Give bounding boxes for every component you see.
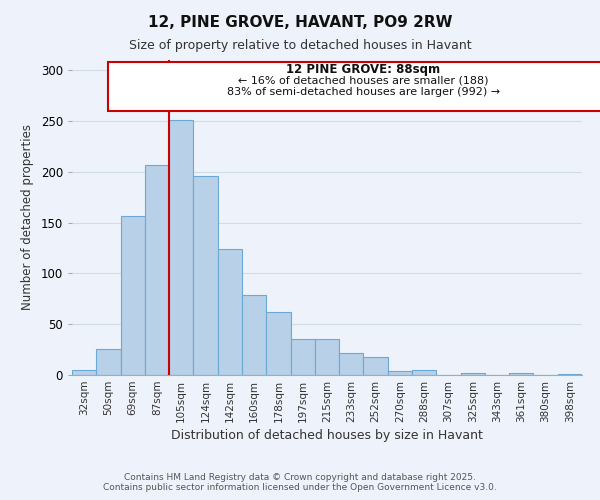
Bar xyxy=(388,371,412,375)
Bar xyxy=(266,312,290,375)
Bar xyxy=(218,249,242,375)
Bar xyxy=(242,294,266,375)
Text: 12 PINE GROVE: 88sqm: 12 PINE GROVE: 88sqm xyxy=(286,63,440,76)
Text: Contains HM Land Registry data © Crown copyright and database right 2025.: Contains HM Land Registry data © Crown c… xyxy=(124,474,476,482)
Text: Size of property relative to detached houses in Havant: Size of property relative to detached ho… xyxy=(128,38,472,52)
Bar xyxy=(364,356,388,375)
X-axis label: Distribution of detached houses by size in Havant: Distribution of detached houses by size … xyxy=(171,429,483,442)
Bar xyxy=(412,370,436,375)
Bar xyxy=(121,216,145,375)
Bar xyxy=(109,62,600,111)
Text: ← 16% of detached houses are smaller (188): ← 16% of detached houses are smaller (18… xyxy=(238,75,488,85)
Bar xyxy=(145,164,169,375)
Bar xyxy=(558,374,582,375)
Bar xyxy=(72,370,96,375)
Bar xyxy=(169,120,193,375)
Bar xyxy=(290,340,315,375)
Bar xyxy=(96,348,121,375)
Bar xyxy=(509,373,533,375)
Text: 83% of semi-detached houses are larger (992) →: 83% of semi-detached houses are larger (… xyxy=(227,88,500,98)
Bar xyxy=(461,373,485,375)
Bar xyxy=(315,340,339,375)
Text: Contains public sector information licensed under the Open Government Licence v3: Contains public sector information licen… xyxy=(103,484,497,492)
Bar xyxy=(339,352,364,375)
Text: 12, PINE GROVE, HAVANT, PO9 2RW: 12, PINE GROVE, HAVANT, PO9 2RW xyxy=(148,15,452,30)
Bar xyxy=(193,176,218,375)
Y-axis label: Number of detached properties: Number of detached properties xyxy=(21,124,34,310)
